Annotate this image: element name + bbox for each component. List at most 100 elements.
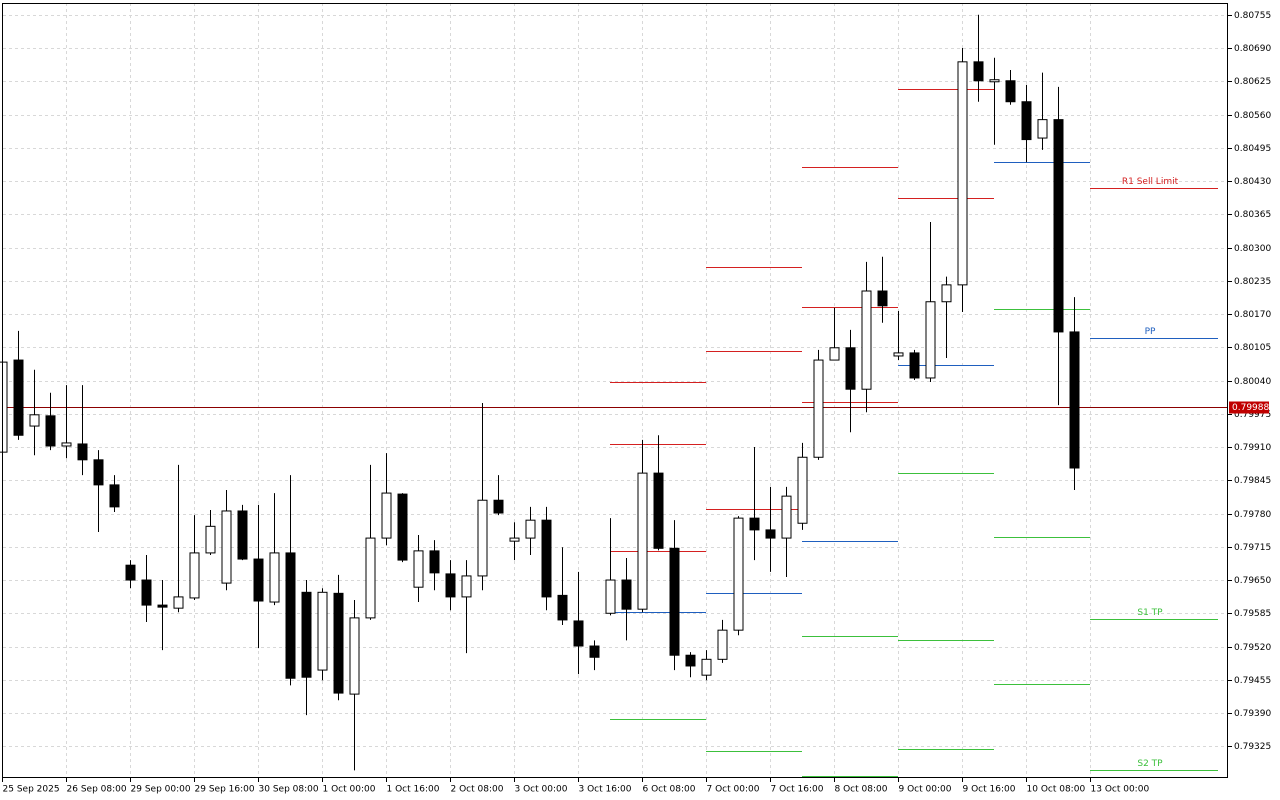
candle-body <box>989 79 1000 83</box>
x-tick-label: 13 Oct 00:00 <box>1091 785 1150 795</box>
candle-body <box>189 552 200 599</box>
candle-body <box>317 591 328 671</box>
candle-body <box>349 617 360 695</box>
x-tick-label: 29 Sep 00:00 <box>131 785 191 795</box>
candle-body <box>781 495 792 539</box>
y-tick-label: 0.80755 <box>1234 11 1271 21</box>
candle-body <box>749 517 760 531</box>
candle-body <box>93 459 104 486</box>
y-tick-label: 0.80365 <box>1234 210 1271 220</box>
y-tick-label: 0.80040 <box>1234 377 1271 387</box>
candle-body <box>685 654 696 667</box>
candle-body <box>397 493 408 561</box>
candle-body <box>941 284 952 303</box>
candle-body <box>141 579 152 606</box>
candle-body <box>221 510 232 584</box>
candle-body <box>413 550 424 588</box>
candle-body <box>269 552 280 603</box>
x-tick-label: 9 Oct 16:00 <box>963 785 1016 795</box>
candle-body <box>877 290 888 307</box>
candle-body <box>45 415 56 447</box>
y-tick-label: 0.79715 <box>1234 543 1271 553</box>
candle-body <box>477 499 488 577</box>
level-label: S2 TP <box>1137 759 1163 769</box>
y-tick-label: 0.79650 <box>1234 576 1271 586</box>
y-tick-label: 0.79390 <box>1234 709 1271 719</box>
candle-body <box>525 519 536 539</box>
candle-body <box>429 550 440 574</box>
candle-body <box>829 347 840 361</box>
candle-body <box>893 352 904 357</box>
candle-body <box>237 510 248 560</box>
candle-body <box>765 529 776 539</box>
y-tick-label: 0.80690 <box>1234 44 1271 54</box>
x-tick-label: 9 Oct 00:00 <box>899 785 952 795</box>
y-tick-label: 0.79910 <box>1234 443 1271 453</box>
x-tick-label: 7 Oct 16:00 <box>771 785 824 795</box>
candle-body <box>637 472 648 610</box>
candle-body <box>1005 80 1016 103</box>
x-tick-label: 26 Sep 08:00 <box>67 785 127 795</box>
candle-body <box>61 442 72 447</box>
candle-body <box>653 472 664 549</box>
y-tick-label: 0.79975 <box>1234 410 1271 420</box>
candle-body <box>861 290 872 390</box>
x-tick-label: 2 Oct 08:00 <box>451 785 504 795</box>
x-tick-label: 3 Oct 16:00 <box>579 785 632 795</box>
candle-body <box>1053 119 1064 333</box>
candles <box>0 14 1080 771</box>
x-tick-label: 1 Oct 16:00 <box>387 785 440 795</box>
x-tick-label: 25 Sep 2025 <box>3 785 60 795</box>
y-tick-label: 0.79325 <box>1234 742 1271 752</box>
candle-body <box>301 591 312 678</box>
level-label: PP <box>1145 327 1156 337</box>
candle-body <box>573 620 584 647</box>
x-tick-label: 30 Sep 08:00 <box>259 785 319 795</box>
y-tick-label: 0.79585 <box>1234 609 1271 619</box>
candle-body <box>157 604 168 608</box>
candle-body <box>77 443 88 461</box>
y-tick-label: 0.80430 <box>1234 177 1271 187</box>
grid <box>3 3 1228 778</box>
candle-body <box>365 537 376 619</box>
candle-body <box>557 594 568 621</box>
x-tick-label: 10 Oct 08:00 <box>1027 785 1086 795</box>
candle-body <box>541 519 552 598</box>
candle-body <box>29 414 40 427</box>
candle-body <box>13 359 24 436</box>
plot-frame <box>2 3 1228 778</box>
y-tick-label: 0.80625 <box>1234 77 1271 87</box>
candle-body <box>0 361 8 453</box>
y-tick-label: 0.79520 <box>1234 643 1271 653</box>
x-tick-label: 7 Oct 00:00 <box>707 785 760 795</box>
y-tick-label: 0.80300 <box>1234 244 1271 254</box>
candle-body <box>285 552 296 679</box>
candle-body <box>109 484 120 508</box>
candle-body <box>925 301 936 379</box>
candle-body <box>1069 331 1080 469</box>
candle-body <box>173 596 184 609</box>
candle-body <box>813 359 824 458</box>
candle-body <box>797 456 808 524</box>
candle-body <box>845 347 856 390</box>
y-tick-label: 0.80560 <box>1234 111 1271 121</box>
candle-body <box>381 492 392 539</box>
current-price-box <box>1229 401 1269 414</box>
x-tick-label: 3 Oct 00:00 <box>515 785 568 795</box>
candle-body <box>669 547 680 656</box>
candle-body <box>957 61 968 286</box>
x-tick-label: 1 Oct 00:00 <box>323 785 376 795</box>
candle-body <box>445 573 456 598</box>
y-tick-label: 0.79455 <box>1234 676 1271 686</box>
y-tick-label: 0.80105 <box>1234 343 1271 353</box>
candle-body <box>717 629 728 660</box>
candle-body <box>253 558 264 602</box>
candle-body <box>333 592 344 694</box>
current-price-label: 0.79988 <box>1232 403 1269 413</box>
candle-body <box>493 499 504 514</box>
candle-body <box>461 575 472 598</box>
x-tick-label: 6 Oct 08:00 <box>643 785 696 795</box>
axes: 0.80755 0.80690 0.80625 0.80560 0.80495 0.804… <box>2 11 1271 795</box>
